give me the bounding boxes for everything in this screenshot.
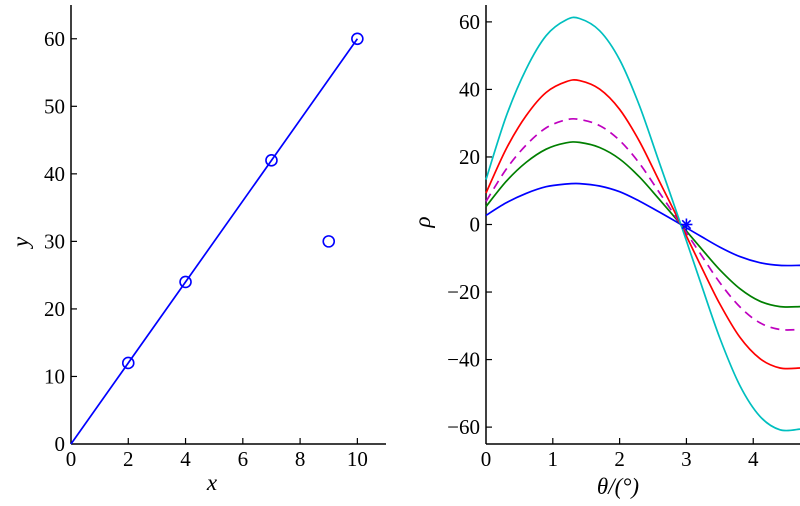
right-x-tick-label: 0 — [481, 447, 492, 471]
left-series — [70, 32, 364, 445]
right-series — [485, 16, 800, 432]
left-data-point — [351, 32, 364, 46]
left-x-axis-title: x — [206, 470, 218, 495]
left-x-tick-label: 6 — [238, 447, 249, 471]
asterisk-stroke — [681, 219, 692, 230]
left-x-tick-label: 8 — [295, 447, 306, 471]
left-x-tick-label: 10 — [347, 447, 368, 471]
left-data-point — [322, 235, 336, 248]
left-y-tick-label: 40 — [44, 162, 65, 186]
right-x-tick-label: 4 — [748, 447, 759, 471]
left-y-tick-label: 60 — [44, 27, 65, 51]
left-y-ticks: 0 10 20 30 40 50 60 — [44, 27, 77, 456]
right-x-tick-label: 3 — [681, 447, 692, 471]
left-y-tick-label: 30 — [44, 229, 65, 253]
right-y-tick-label: 60 — [459, 10, 480, 34]
left-subplot: 0 2 4 6 8 10 0 10 20 30 40 50 60 x y — [8, 5, 386, 495]
right-subplot: 0 1 2 3 4 −60 −40 −20 0 20 40 60 θ/(°) ρ — [410, 5, 800, 499]
right-y-tick-label: −60 — [447, 415, 480, 439]
left-x-tick-label: 4 — [180, 447, 191, 471]
left-y-tick-label: 10 — [44, 364, 65, 388]
left-data-point — [265, 154, 278, 167]
left-x-tick-label: 2 — [123, 447, 134, 471]
right-y-tick-label: 40 — [459, 77, 480, 101]
right-y-tick-label: −40 — [447, 348, 480, 372]
right-y-ticks: −60 −40 −20 0 20 40 60 — [447, 10, 492, 439]
right-x-tick-label: 2 — [614, 447, 625, 471]
right-y-tick-label: 20 — [459, 145, 480, 169]
left-fit-line — [70, 38, 359, 445]
left-y-axis-title: y — [8, 236, 33, 249]
right-series-line-1 — [485, 141, 800, 308]
right-x-ticks: 0 1 2 3 4 — [481, 438, 759, 471]
left-y-tick-label: 0 — [55, 432, 66, 456]
left-data-point — [179, 275, 192, 289]
right-series-line-0 — [485, 182, 800, 267]
left-x-tick-label: 0 — [66, 447, 77, 471]
right-series-line-2 — [485, 117, 800, 331]
right-series-line-3 — [485, 79, 800, 370]
right-asterisk-marker — [680, 218, 693, 231]
right-x-tick-label: 1 — [548, 447, 559, 471]
right-y-tick-label: 0 — [470, 213, 481, 237]
right-y-axis-title: ρ — [410, 216, 435, 228]
right-series-line-4 — [485, 16, 800, 432]
right-x-axis-title: θ/(°) — [597, 474, 639, 499]
left-y-tick-label: 20 — [44, 297, 65, 321]
left-data-point — [121, 356, 135, 370]
right-y-tick-label: −20 — [447, 280, 480, 304]
left-y-tick-label: 50 — [44, 94, 65, 118]
left-x-ticks: 0 2 4 6 8 10 — [66, 438, 368, 471]
